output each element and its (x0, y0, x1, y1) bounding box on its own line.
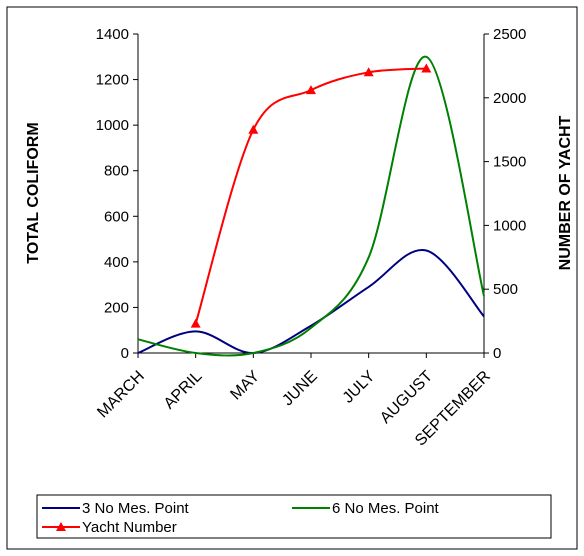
y2-tick-label: 1000 (493, 217, 526, 234)
series-line-3-no-mes-point (137, 249, 485, 355)
legend-label-6-no-mes-point: 6 No Mes. Point (332, 500, 440, 517)
y-axis-title: TOTAL COLIFORM (25, 122, 42, 263)
y2-tick-label: 0 (493, 345, 501, 362)
legend-box (36, 494, 552, 539)
right-axis: 0 500 1000 1500 2000 2500 (483, 26, 526, 362)
legend: 3 No Mes. Point 6 No Mes. Point Yacht Numb… (36, 494, 552, 539)
y2-tick-label: 2000 (493, 90, 526, 107)
y-tick-label: 800 (104, 163, 129, 180)
y-tick-label: 1000 (96, 117, 129, 134)
y-tick-label: 1400 (96, 26, 129, 43)
data-point-yacht-number (248, 124, 259, 134)
legend-label-yacht-number: Yacht Number (82, 519, 177, 536)
data-point-yacht-number (306, 85, 316, 95)
y2-tick-label: 500 (493, 281, 518, 298)
y-tick-label: 1200 (96, 72, 129, 89)
legend-label-3-no-mes-point: 3 No Mes. Point (82, 500, 190, 517)
y2-tick-label: 1500 (493, 154, 526, 171)
y-tick-label: 400 (104, 254, 129, 271)
series-layer (137, 55, 485, 357)
y-tick-label: 0 (121, 345, 129, 362)
y-tick-label: 200 (104, 299, 129, 316)
legend-marker-yacht-number (56, 522, 66, 531)
data-point-yacht-number (421, 63, 432, 73)
y2-tick-label: 2500 (493, 26, 526, 43)
data-point-yacht-number (363, 67, 374, 77)
series-line-yacht-number (194, 67, 427, 324)
series-line-6-no-mes-point (137, 55, 485, 357)
left-axis: 0 200 400 600 800 1000 1200 1400 (96, 26, 139, 362)
y-tick-label: 600 (104, 208, 129, 225)
data-point-yacht-number (190, 318, 201, 328)
y2-axis-title: NUMBER OF YACHT (557, 115, 574, 270)
chart-frame (6, 6, 578, 550)
